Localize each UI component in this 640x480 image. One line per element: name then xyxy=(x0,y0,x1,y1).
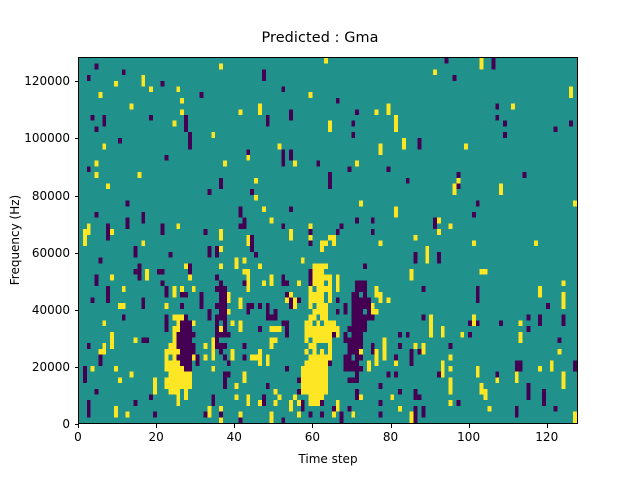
x-tick-label: 0 xyxy=(74,430,82,444)
y-tick-label: 100000 xyxy=(24,131,70,146)
x-tick-label: 60 xyxy=(304,430,321,444)
y-tick-label: 60000 xyxy=(31,245,70,260)
x-axis-label: Time step xyxy=(298,452,358,466)
x-tick-mark xyxy=(78,424,79,428)
y-tick-label: 40000 xyxy=(31,302,70,317)
x-tick-label: 120 xyxy=(535,430,559,444)
y-tick-mark xyxy=(74,138,78,140)
chart-title: Predicted : Gma xyxy=(261,30,379,46)
x-tick-label: 40 xyxy=(226,430,242,444)
x-tick-mark xyxy=(234,424,236,428)
y-tick-label: 20000 xyxy=(31,359,70,374)
y-tick-mark xyxy=(74,252,78,254)
y-tick-mark xyxy=(74,366,78,368)
y-tick-label: 120000 xyxy=(24,74,70,89)
heatmap-image xyxy=(79,58,577,423)
x-tick-mark xyxy=(468,424,470,428)
x-tick-mark xyxy=(312,424,314,428)
y-tick-label: 0 xyxy=(62,417,70,431)
x-tick-mark xyxy=(390,424,392,428)
x-tick-label: 80 xyxy=(382,430,399,444)
heatmap-plot-area xyxy=(78,57,578,424)
x-tick-mark xyxy=(546,424,548,428)
y-tick-mark xyxy=(74,309,78,311)
y-tick-mark xyxy=(74,424,78,425)
x-tick-mark xyxy=(156,424,158,428)
y-tick-mark xyxy=(74,81,78,83)
y-tick-mark xyxy=(74,195,78,197)
y-tick-label: 80000 xyxy=(31,188,70,203)
y-axis-label: Frequency (Hz) xyxy=(8,194,22,286)
x-tick-label: 20 xyxy=(148,430,164,444)
x-tick-label: 100 xyxy=(457,430,481,444)
